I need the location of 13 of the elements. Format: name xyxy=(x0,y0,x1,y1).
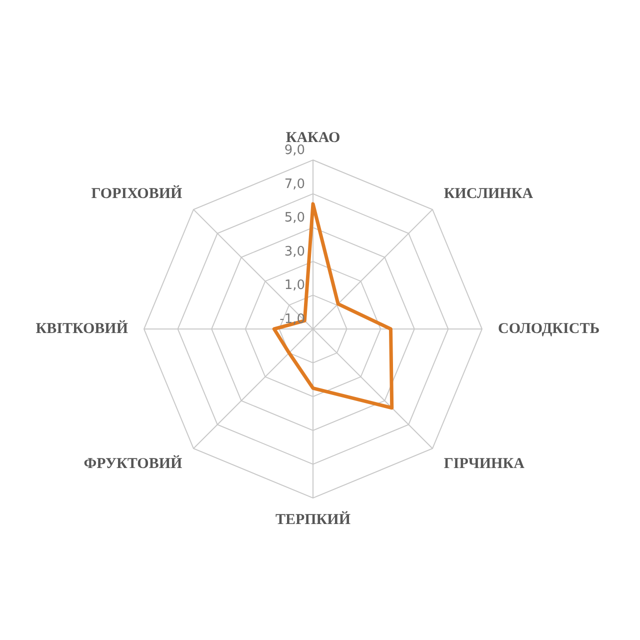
y-tick-label: 3,0 xyxy=(284,244,305,260)
y-tick-label: 1,0 xyxy=(284,278,305,294)
spoke-label: ГОРІХОВИЙ xyxy=(91,184,183,202)
spoke-label: ТЕРПКИЙ xyxy=(275,511,351,528)
spoke-label: ФРУКТОВИЙ xyxy=(84,455,183,472)
spoke-label: КВІТКОВИЙ xyxy=(36,320,128,337)
y-tick-label: 7,0 xyxy=(284,176,305,192)
spoke-label: ГІРЧИНКА xyxy=(444,456,525,472)
spoke-label: СОЛОДКІСТЬ xyxy=(498,321,600,337)
y-tick-label: 9,0 xyxy=(284,143,305,158)
spoke-label: КИСЛИНКА xyxy=(444,186,534,202)
spoke-label: КАКАО xyxy=(286,130,340,146)
y-tick-label: 5,0 xyxy=(284,210,305,226)
